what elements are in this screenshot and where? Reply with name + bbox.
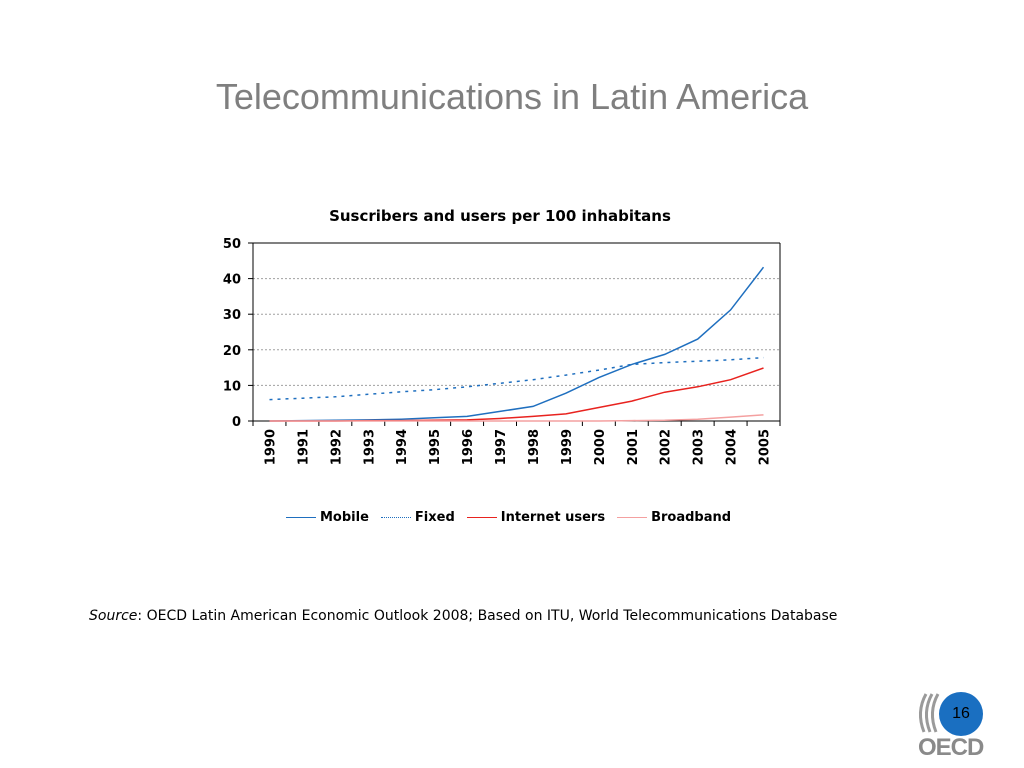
chart-legend: Mobile Fixed Internet users Broadband — [286, 508, 743, 526]
y-tick-label: 40 — [223, 273, 241, 288]
legend-item: Internet users — [466, 509, 606, 525]
x-tick-label: 1997 — [494, 429, 509, 465]
x-tick-label: 2003 — [692, 429, 707, 465]
x-tick-label: 1990 — [263, 429, 278, 465]
legend-label: Broadband — [651, 509, 732, 525]
source-text: : OECD Latin American Economic Outlook 2… — [137, 608, 838, 624]
legend-item: Broadband — [617, 510, 731, 525]
legend-item: Fixed — [380, 509, 455, 525]
x-tick-label: 2004 — [725, 429, 740, 465]
x-tick-label: 2005 — [758, 429, 773, 465]
series-line-broadband — [269, 414, 764, 422]
x-tick-label: 1992 — [329, 429, 344, 465]
slide-title: Telecommunications in Latin America — [215, 76, 809, 117]
x-tick-label: 1996 — [461, 429, 476, 465]
x-tick-label: 2001 — [626, 429, 641, 465]
x-tick-label: 1999 — [560, 429, 575, 465]
legend-swatch — [466, 516, 497, 518]
x-tick-label: 1991 — [296, 429, 311, 465]
x-tick-label: 1995 — [428, 429, 443, 465]
y-tick-label: 50 — [223, 237, 241, 252]
legend-label: Mobile — [320, 509, 369, 525]
legend-label: Fixed — [414, 509, 455, 525]
series-line-mobile — [269, 266, 765, 422]
x-tick-label: 1993 — [362, 429, 377, 465]
y-tick-label: 10 — [223, 379, 241, 394]
y-tick-label: 30 — [223, 308, 241, 323]
page-number-badge: 16 — [939, 692, 983, 736]
source-note: Source: OECD Latin American Economic Out… — [89, 608, 837, 624]
chart-title: Suscribers and users per 100 inhabitans — [329, 207, 671, 225]
x-tick-label: 1998 — [527, 429, 542, 465]
legend-swatch — [286, 516, 316, 518]
series-line-fixed — [269, 356, 764, 401]
series-line-internet-users — [269, 367, 764, 422]
x-tick-label: 2000 — [593, 429, 608, 465]
oecd-logo-icon — [919, 693, 940, 733]
chart: 0 10 20 30 40 50 1990 1991 1992 1993 1994 1995 1996 1… — [223, 237, 781, 465]
source-label: Source — [89, 608, 138, 624]
y-tick-label: 20 — [223, 344, 241, 359]
legend-swatch — [617, 516, 648, 518]
legend-label: Internet users — [500, 509, 606, 525]
oecd-logo-text: OECD — [918, 734, 984, 761]
x-tick-label: 2002 — [659, 429, 674, 465]
legend-item: Mobile — [286, 510, 369, 525]
y-tick-label: 0 — [232, 415, 241, 430]
x-tick-label: 1994 — [395, 429, 410, 465]
legend-swatch — [380, 516, 411, 518]
